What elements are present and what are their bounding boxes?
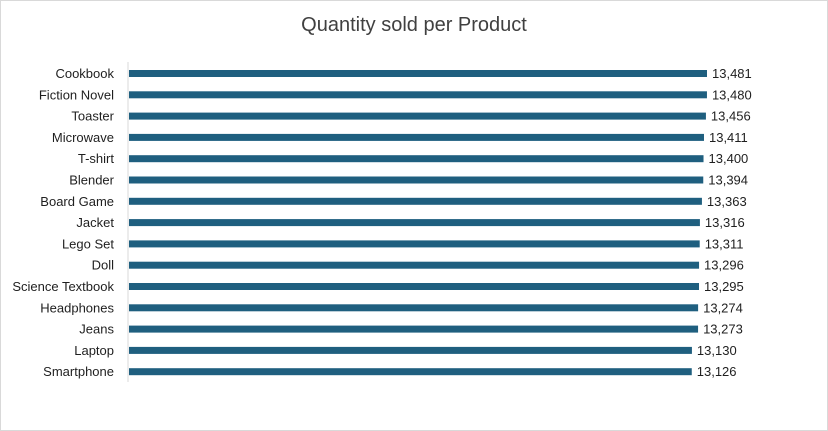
data-label: 13,126 <box>697 364 737 379</box>
data-label: 13,456 <box>711 109 751 124</box>
bar-jeans <box>129 325 699 333</box>
bar-group <box>129 70 707 376</box>
bar-t-shirt <box>129 155 704 163</box>
data-label: 13,296 <box>704 258 744 273</box>
data-label: 13,411 <box>709 130 748 145</box>
data-label: 13,130 <box>697 343 737 358</box>
chart-title: Quantity sold per Product <box>301 14 527 36</box>
data-label: 13,481 <box>712 66 752 81</box>
bar-laptop <box>129 346 692 354</box>
bar-doll <box>129 261 700 269</box>
category-label: Blender <box>69 173 114 188</box>
category-label: T-shirt <box>78 151 115 166</box>
data-label: 13,295 <box>704 279 744 294</box>
data-label: 13,274 <box>703 300 743 315</box>
bar-lego-set <box>129 240 700 248</box>
data-label: 13,316 <box>705 215 745 230</box>
bar-cookbook <box>129 70 707 77</box>
bar-fiction-novel <box>129 91 707 99</box>
category-label: Toaster <box>71 109 114 124</box>
category-label: Smartphone <box>43 364 114 379</box>
category-label: Jacket <box>76 215 114 230</box>
bar-toaster <box>129 112 706 120</box>
value-labels: 13,481 13,480 13,456 13,411 13,400 13,394 13,3… <box>697 66 752 379</box>
bar-smartphone <box>129 368 692 376</box>
bar-microwave <box>129 133 704 141</box>
category-label: Microwave <box>52 130 114 145</box>
data-label: 13,311 <box>705 236 744 251</box>
bar-board-game <box>129 197 702 205</box>
data-label: 13,394 <box>708 173 748 188</box>
category-label: Cookbook <box>55 66 114 81</box>
data-label: 13,480 <box>712 87 752 102</box>
category-label: Science Textbook <box>12 279 114 294</box>
bar-blender <box>129 176 704 184</box>
category-label: Jeans <box>79 322 114 337</box>
category-label: Board Game <box>40 194 114 209</box>
data-label: 13,400 <box>709 151 749 166</box>
category-label: Fiction Novel <box>39 87 114 102</box>
category-label: Lego Set <box>62 236 114 251</box>
data-label: 13,363 <box>707 194 747 209</box>
category-label: Laptop <box>74 343 114 358</box>
data-label: 13,273 <box>703 322 743 337</box>
category-label: Headphones <box>40 300 114 315</box>
bar-headphones <box>129 304 699 312</box>
bar-jacket <box>129 219 700 227</box>
category-label: Doll <box>92 258 115 273</box>
bar-science-textbook <box>129 283 700 290</box>
category-labels: Cookbook Fiction Novel Toaster Microwave T-s… <box>12 66 114 379</box>
